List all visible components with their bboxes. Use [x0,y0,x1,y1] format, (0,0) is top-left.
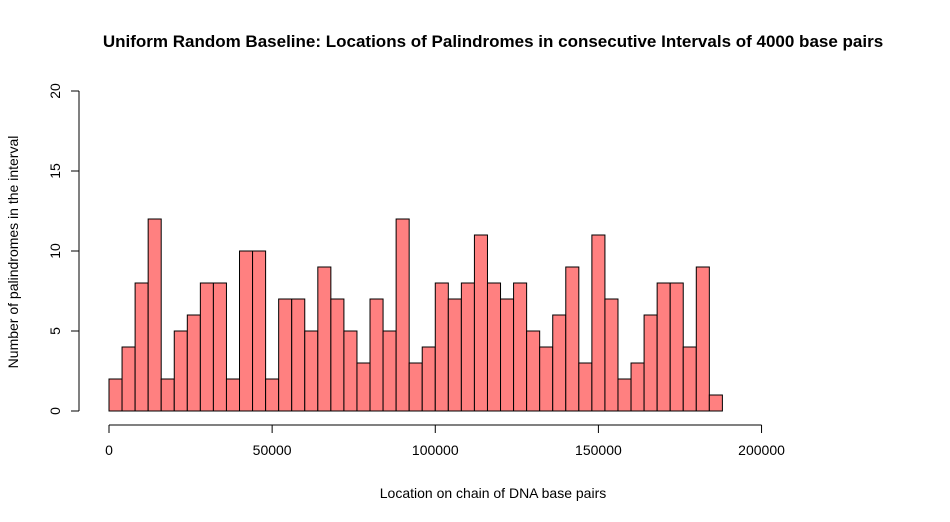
histogram-bar [421,346,436,412]
histogram-bar [186,314,201,412]
histogram-bar [265,378,280,412]
histogram-bar [526,330,541,412]
histogram-bar [278,298,293,412]
histogram-bar [591,234,606,412]
histogram-bar [356,362,371,412]
x-tick-label: 0 [105,442,113,458]
x-tick-label: 200000 [738,442,785,458]
histogram-bar [225,378,241,412]
histogram-bar [408,362,423,412]
histogram-bar [552,314,567,412]
histogram-bar [565,266,580,412]
x-tick-label: 100000 [412,442,459,458]
histogram-bar [447,298,462,412]
x-axis-label: Location on chain of DNA base pairs [380,485,606,501]
histogram-bar [212,282,227,412]
y-tick-label: 0 [47,407,63,415]
histogram-bar [656,282,671,412]
histogram-bar [630,362,645,412]
histogram-bar [473,234,488,412]
histogram-bar [708,394,723,412]
histogram-bar [669,282,684,412]
histogram-bar [682,346,697,412]
histogram-bar [108,378,123,412]
x-tick-label: 150000 [575,442,622,458]
histogram-bar [199,282,214,412]
histogram-bar [252,250,267,412]
histogram-bar [395,218,410,412]
histogram-bar [578,362,593,412]
histogram-bar [147,218,162,412]
histogram-bar [160,378,175,412]
histogram-bar [604,298,619,412]
histogram-bar [304,330,319,412]
y-tick-label: 10 [47,243,63,259]
histogram-bar [369,298,384,412]
histogram-bar [500,298,515,412]
histogram-bar [173,330,188,412]
histogram-bar [317,266,332,412]
x-axis: 0 50000 100000 150000 200000 [105,424,785,458]
histogram-bar [539,346,554,412]
bars-group [108,218,723,412]
histogram-bar [239,250,254,412]
histogram-bar [330,298,345,412]
x-tick-label: 50000 [253,442,292,458]
y-axis-label: Number of palindromes in the interval [5,136,21,369]
histogram-bar [695,266,710,412]
histogram-bar [382,330,397,412]
histogram-bar [134,282,149,412]
chart-title: Uniform Random Baseline: Locations of Pa… [103,32,883,51]
histogram-bar [486,282,502,412]
histogram-bar [291,298,306,412]
histogram-bar [121,346,136,412]
y-tick-label: 20 [47,83,63,99]
y-tick-label: 15 [47,163,63,179]
histogram-bar [513,282,528,412]
y-tick-label: 5 [47,327,63,335]
histogram-bar [343,330,358,412]
histogram-bar [643,314,658,412]
histogram-bar [617,378,632,412]
histogram-bar [460,282,475,412]
histogram-bar [434,282,449,412]
y-axis: 0 5 10 15 20 [47,83,80,415]
